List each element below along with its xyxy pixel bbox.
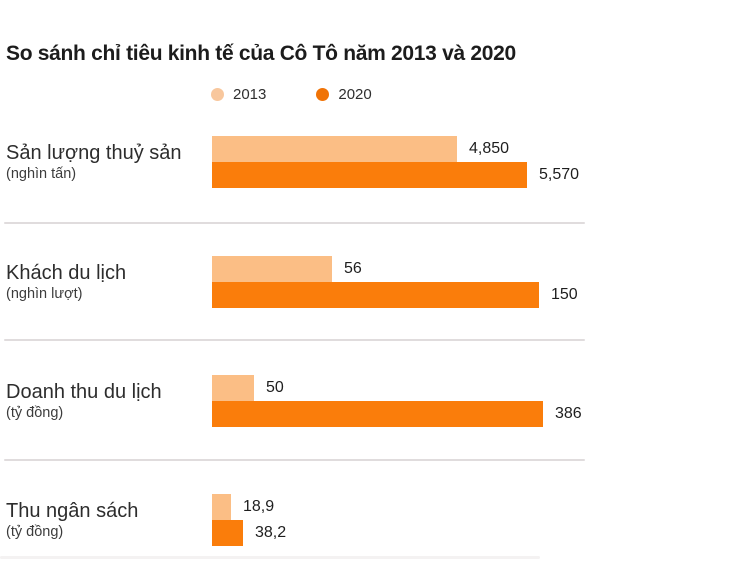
legend-item-2020: 2020 (316, 86, 372, 103)
bar-line-2020: 5,570 (212, 162, 579, 188)
bar-line-2020: 386 (212, 401, 582, 427)
value-label-2013: 50 (266, 379, 284, 396)
category: Thu ngân sách (tỷ đồng) (6, 499, 208, 542)
category: Khách du lịch (nghìn lượt) (6, 261, 208, 304)
chart-row-tourism-revenue: Doanh thu du lịch (tỷ đồng) 50 386 (0, 375, 750, 431)
value-label-2013: 56 (344, 260, 362, 277)
value-label-2020: 5,570 (539, 166, 580, 183)
legend: 2013 2020 (211, 86, 372, 103)
category-unit: (nghìn tấn) (6, 166, 77, 182)
bar-line-2013: 4,850 (212, 136, 579, 162)
value-label-2020: 38,2 (255, 524, 287, 541)
value-label-2013: 4,850 (469, 140, 510, 157)
chart-row-tourists: Khách du lịch (nghìn lượt) 56 150 (0, 256, 750, 312)
bar-2020 (212, 282, 539, 308)
bar-2020 (212, 162, 527, 188)
value-label-2020: 386 (555, 405, 582, 422)
bar-2013 (212, 256, 332, 282)
bar-group: 18,9 38,2 (212, 494, 286, 546)
category-unit: (nghìn lượt) (6, 286, 83, 302)
bar-2020 (212, 520, 243, 546)
bar-line-2013: 18,9 (212, 494, 286, 520)
bottom-faint-line (0, 556, 540, 559)
category: Doanh thu du lịch (tỷ đồng) (6, 380, 208, 423)
category-unit: (tỷ đồng) (6, 524, 64, 540)
separator (4, 339, 585, 341)
chart-title: So sánh chỉ tiêu kinh tế của Cô Tô năm 2… (6, 42, 516, 65)
bar-line-2013: 56 (212, 256, 578, 282)
bar-line-2020: 38,2 (212, 520, 286, 546)
bar-2013 (212, 375, 254, 401)
bar-2013 (212, 494, 231, 520)
bar-2013 (212, 136, 457, 162)
legend-dot-2020-icon (316, 88, 330, 101)
chart-row-fishery: Sản lượng thuỷ sản (nghìn tấn) 4,850 5,5… (0, 136, 750, 192)
category-unit: (tỷ đồng) (6, 405, 64, 421)
category-label: Thu ngân sách (6, 500, 139, 522)
chart-row-budget-revenue: Thu ngân sách (tỷ đồng) 18,9 38,2 (0, 494, 750, 550)
legend-item-2013: 2013 (211, 86, 266, 103)
separator (4, 222, 585, 224)
bar-group: 56 150 (212, 256, 578, 308)
legend-label-2020: 2020 (338, 86, 372, 103)
category-label: Doanh thu du lịch (6, 381, 162, 403)
bar-line-2020: 150 (212, 282, 578, 308)
separator (4, 459, 585, 461)
bar-group: 4,850 5,570 (212, 136, 579, 188)
legend-dot-2013-icon (211, 88, 224, 101)
value-label-2020: 150 (551, 286, 578, 303)
category-label: Sản lượng thuỷ sản (6, 142, 182, 164)
bar-line-2013: 50 (212, 375, 582, 401)
bar-2020 (212, 401, 543, 427)
value-label-2013: 18,9 (243, 498, 275, 515)
legend-label-2013: 2013 (233, 86, 267, 103)
category: Sản lượng thuỷ sản (nghìn tấn) (6, 141, 208, 184)
bar-group: 50 386 (212, 375, 582, 427)
category-label: Khách du lịch (6, 262, 127, 284)
